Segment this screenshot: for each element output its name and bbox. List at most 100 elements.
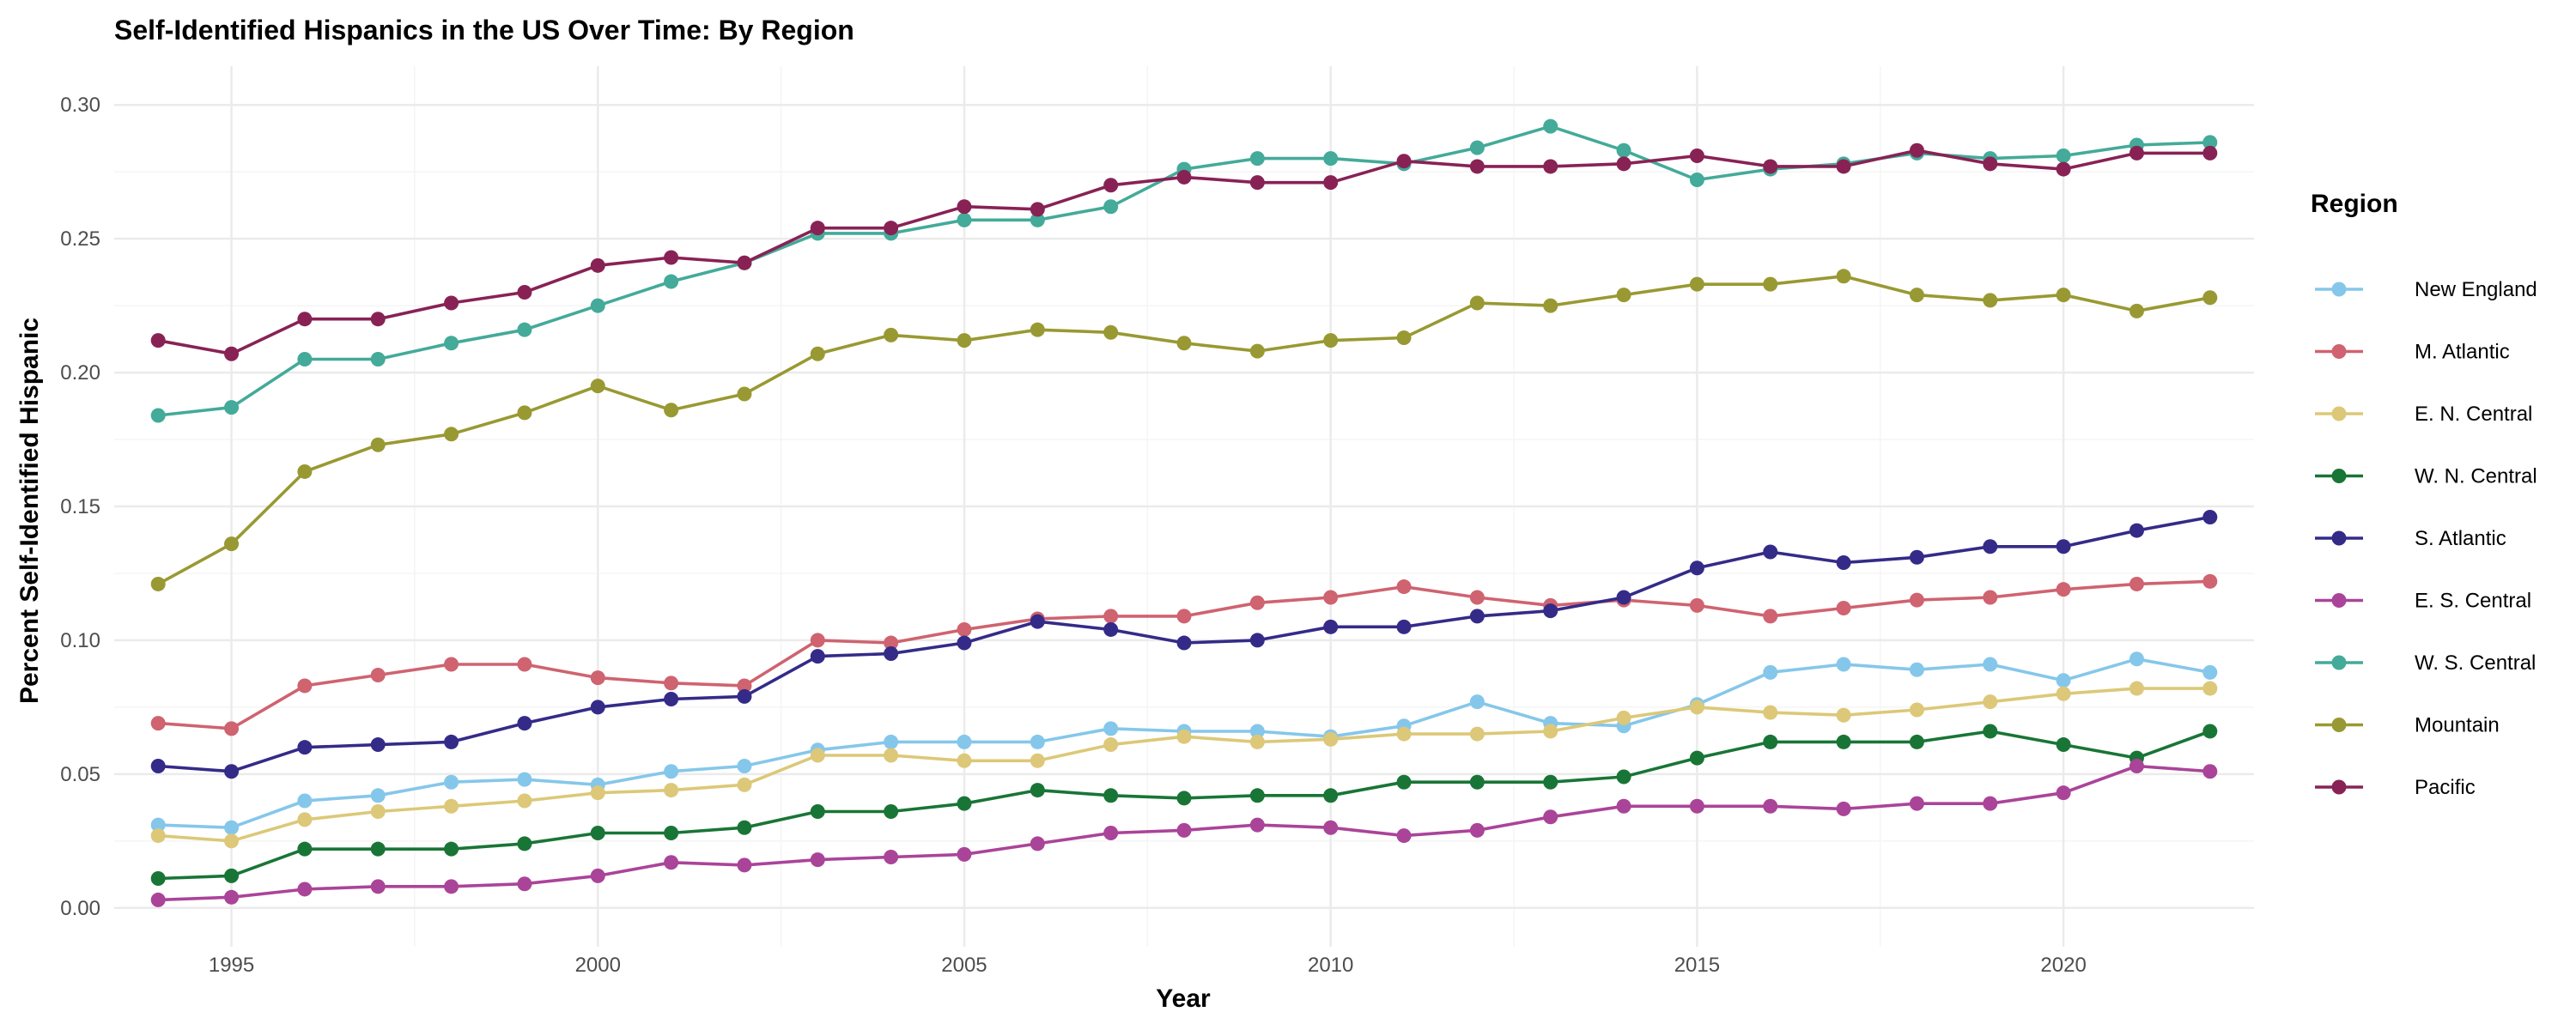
data-point bbox=[224, 868, 240, 883]
data-point bbox=[1396, 828, 1412, 844]
data-point bbox=[957, 846, 972, 862]
data-point bbox=[150, 817, 166, 833]
data-point bbox=[810, 804, 825, 820]
data-point bbox=[1103, 609, 1119, 624]
data-point bbox=[590, 700, 605, 715]
data-point bbox=[810, 346, 825, 361]
data-point bbox=[150, 333, 166, 348]
data-point bbox=[444, 295, 459, 311]
data-point bbox=[1983, 590, 1998, 605]
data-point bbox=[590, 785, 605, 801]
data-point bbox=[1030, 212, 1045, 227]
data-point bbox=[1396, 726, 1412, 742]
data-point bbox=[1103, 825, 1119, 840]
data-point bbox=[370, 437, 386, 452]
data-point bbox=[517, 322, 532, 337]
data-point bbox=[297, 812, 313, 827]
data-point bbox=[1543, 809, 1558, 825]
data-point bbox=[1103, 324, 1119, 340]
data-point bbox=[297, 793, 313, 809]
data-point bbox=[2056, 161, 2071, 177]
legend-item-e-s-central: E. S. Central bbox=[2315, 590, 2531, 613]
data-point bbox=[590, 868, 605, 883]
data-point bbox=[517, 657, 532, 672]
legend-item-w-s-central: W. S. Central bbox=[2315, 651, 2536, 675]
legend-label: S. Atlantic bbox=[2415, 527, 2506, 550]
data-point bbox=[884, 804, 899, 820]
data-point bbox=[1836, 601, 1851, 616]
data-point bbox=[444, 336, 459, 351]
data-point bbox=[2202, 724, 2218, 739]
data-point bbox=[1543, 298, 1558, 313]
data-point bbox=[2129, 303, 2144, 318]
data-point bbox=[1763, 544, 1778, 560]
data-point bbox=[1103, 737, 1119, 753]
data-point bbox=[150, 870, 166, 886]
data-point bbox=[1249, 151, 1265, 167]
data-point bbox=[1983, 694, 1998, 710]
data-point bbox=[1469, 726, 1485, 742]
data-point bbox=[224, 764, 240, 779]
y-axis-title: Percent Self-Identified Hispanic bbox=[15, 318, 44, 704]
data-point bbox=[2056, 582, 2071, 597]
legend-label: New England bbox=[2415, 278, 2537, 301]
data-point bbox=[1469, 140, 1485, 155]
data-point bbox=[1983, 657, 1998, 672]
data-point bbox=[1396, 154, 1412, 169]
data-point bbox=[1396, 579, 1412, 595]
data-point bbox=[1103, 721, 1119, 736]
data-point bbox=[884, 635, 899, 651]
data-point bbox=[517, 793, 532, 809]
data-point bbox=[224, 400, 240, 415]
data-point bbox=[2056, 288, 2071, 303]
data-point bbox=[224, 721, 240, 736]
x-axis-ticks: 1995 2000 2005 2010 2015 2020 bbox=[209, 954, 2087, 977]
data-point bbox=[444, 841, 459, 857]
data-point bbox=[150, 828, 166, 844]
data-point bbox=[1176, 609, 1192, 624]
data-point bbox=[370, 351, 386, 367]
data-point bbox=[737, 386, 752, 402]
data-point bbox=[1983, 539, 1998, 554]
data-point bbox=[1176, 336, 1192, 351]
data-point bbox=[517, 772, 532, 787]
legend: Region New England M. Atlantic E. N. Centr… bbox=[2311, 190, 2537, 799]
data-point bbox=[1030, 836, 1045, 851]
data-point bbox=[1836, 554, 1851, 570]
data-point bbox=[1176, 791, 1192, 806]
data-point bbox=[1983, 796, 1998, 811]
data-point bbox=[1323, 731, 1339, 747]
y-tick-label: 0.10 bbox=[60, 629, 100, 652]
data-point bbox=[1909, 702, 1924, 718]
data-point bbox=[1763, 798, 1778, 814]
data-point bbox=[737, 857, 752, 873]
legend-item-m-atlantic: M. Atlantic bbox=[2315, 341, 2510, 364]
data-point bbox=[1103, 621, 1119, 637]
x-tick-label: 2010 bbox=[1308, 954, 1353, 977]
data-point bbox=[957, 199, 972, 215]
data-point bbox=[297, 464, 313, 479]
data-point bbox=[2129, 681, 2144, 696]
data-point bbox=[2202, 573, 2218, 589]
data-point bbox=[2202, 509, 2218, 524]
legend-item-new-england: New England bbox=[2315, 278, 2537, 301]
data-point bbox=[1616, 142, 1631, 158]
x-tick-label: 2005 bbox=[941, 954, 987, 977]
data-point bbox=[1323, 333, 1339, 348]
data-point bbox=[1763, 664, 1778, 680]
data-point bbox=[2056, 785, 2071, 801]
data-point bbox=[664, 692, 679, 707]
data-point bbox=[1909, 549, 1924, 565]
data-point bbox=[1689, 798, 1704, 814]
data-point bbox=[1249, 595, 1265, 610]
data-point bbox=[737, 777, 752, 792]
legend-label: E. N. Central bbox=[2415, 403, 2532, 426]
data-point bbox=[1689, 597, 1704, 613]
legend-key-point bbox=[2331, 282, 2347, 297]
data-point bbox=[444, 879, 459, 894]
data-point bbox=[1249, 175, 1265, 191]
data-point bbox=[1469, 609, 1485, 624]
data-point bbox=[810, 221, 825, 236]
series-e-s-central bbox=[150, 758, 2218, 907]
